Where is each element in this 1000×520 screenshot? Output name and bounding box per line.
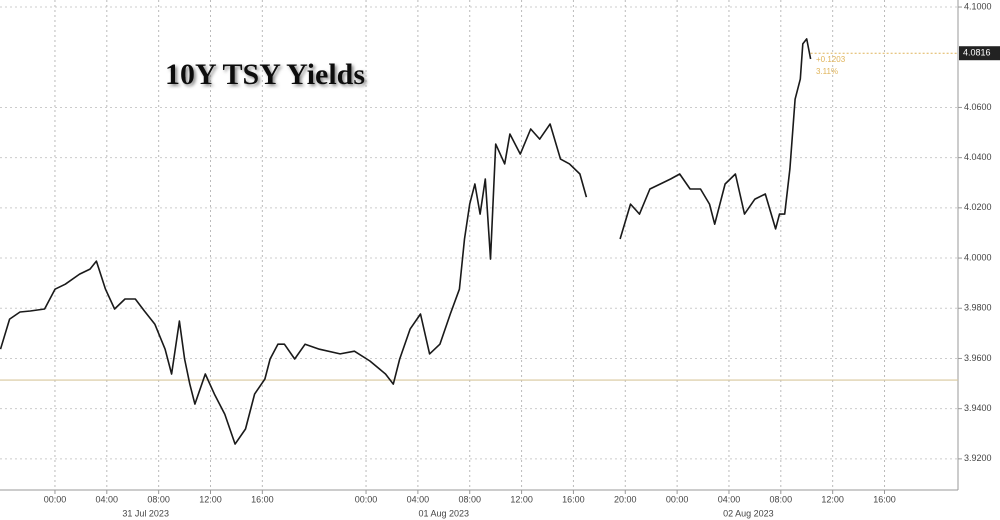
chart-title: 10Y TSY Yields bbox=[165, 58, 365, 91]
x-tick-label: 04:00 bbox=[407, 494, 430, 504]
y-tick-label: 3.9400 bbox=[964, 403, 992, 413]
annotation: 3.11% bbox=[816, 67, 838, 76]
y-tick-label: 4.0600 bbox=[964, 102, 992, 112]
x-tick-label: 08:00 bbox=[458, 494, 481, 504]
last-value-box bbox=[959, 46, 1000, 61]
y-tick-label: 3.9200 bbox=[964, 453, 992, 463]
x-tick-label: 12:00 bbox=[821, 494, 844, 504]
y-tick-label: 3.9600 bbox=[964, 353, 992, 363]
x-tick-label: 00:00 bbox=[44, 494, 67, 504]
last-value-label: 4.0816 bbox=[963, 48, 991, 58]
x-tick-label: 08:00 bbox=[770, 494, 793, 504]
y-tick-label: 4.1000 bbox=[964, 1, 992, 11]
yield-line bbox=[0, 38, 812, 445]
date-label: 01 Aug 2023 bbox=[419, 508, 470, 518]
x-tick-label: 00:00 bbox=[666, 494, 689, 504]
x-tick-label: 16:00 bbox=[562, 494, 585, 504]
y-tick-label: 3.9800 bbox=[964, 303, 992, 313]
x-tick-label: 16:00 bbox=[873, 494, 896, 504]
x-tick-label: 08:00 bbox=[147, 494, 170, 504]
x-tick-label: 20:00 bbox=[614, 494, 637, 504]
plot-area bbox=[0, 0, 958, 490]
x-tick-label: 16:00 bbox=[251, 494, 274, 504]
date-label: 31 Jul 2023 bbox=[122, 508, 169, 518]
y-tick-label: 4.0200 bbox=[964, 202, 992, 212]
annotation: +0.1203 bbox=[816, 55, 846, 64]
x-tick-label: 00:00 bbox=[355, 494, 378, 504]
x-tick-label: 12:00 bbox=[510, 494, 533, 504]
y-tick-label: 4.0000 bbox=[964, 252, 992, 262]
y-tick-label: 4.0400 bbox=[964, 152, 992, 162]
x-tick-label: 12:00 bbox=[199, 494, 222, 504]
x-tick-label: 04:00 bbox=[718, 494, 741, 504]
x-tick-label: 04:00 bbox=[96, 494, 119, 504]
date-label: 02 Aug 2023 bbox=[723, 508, 774, 518]
